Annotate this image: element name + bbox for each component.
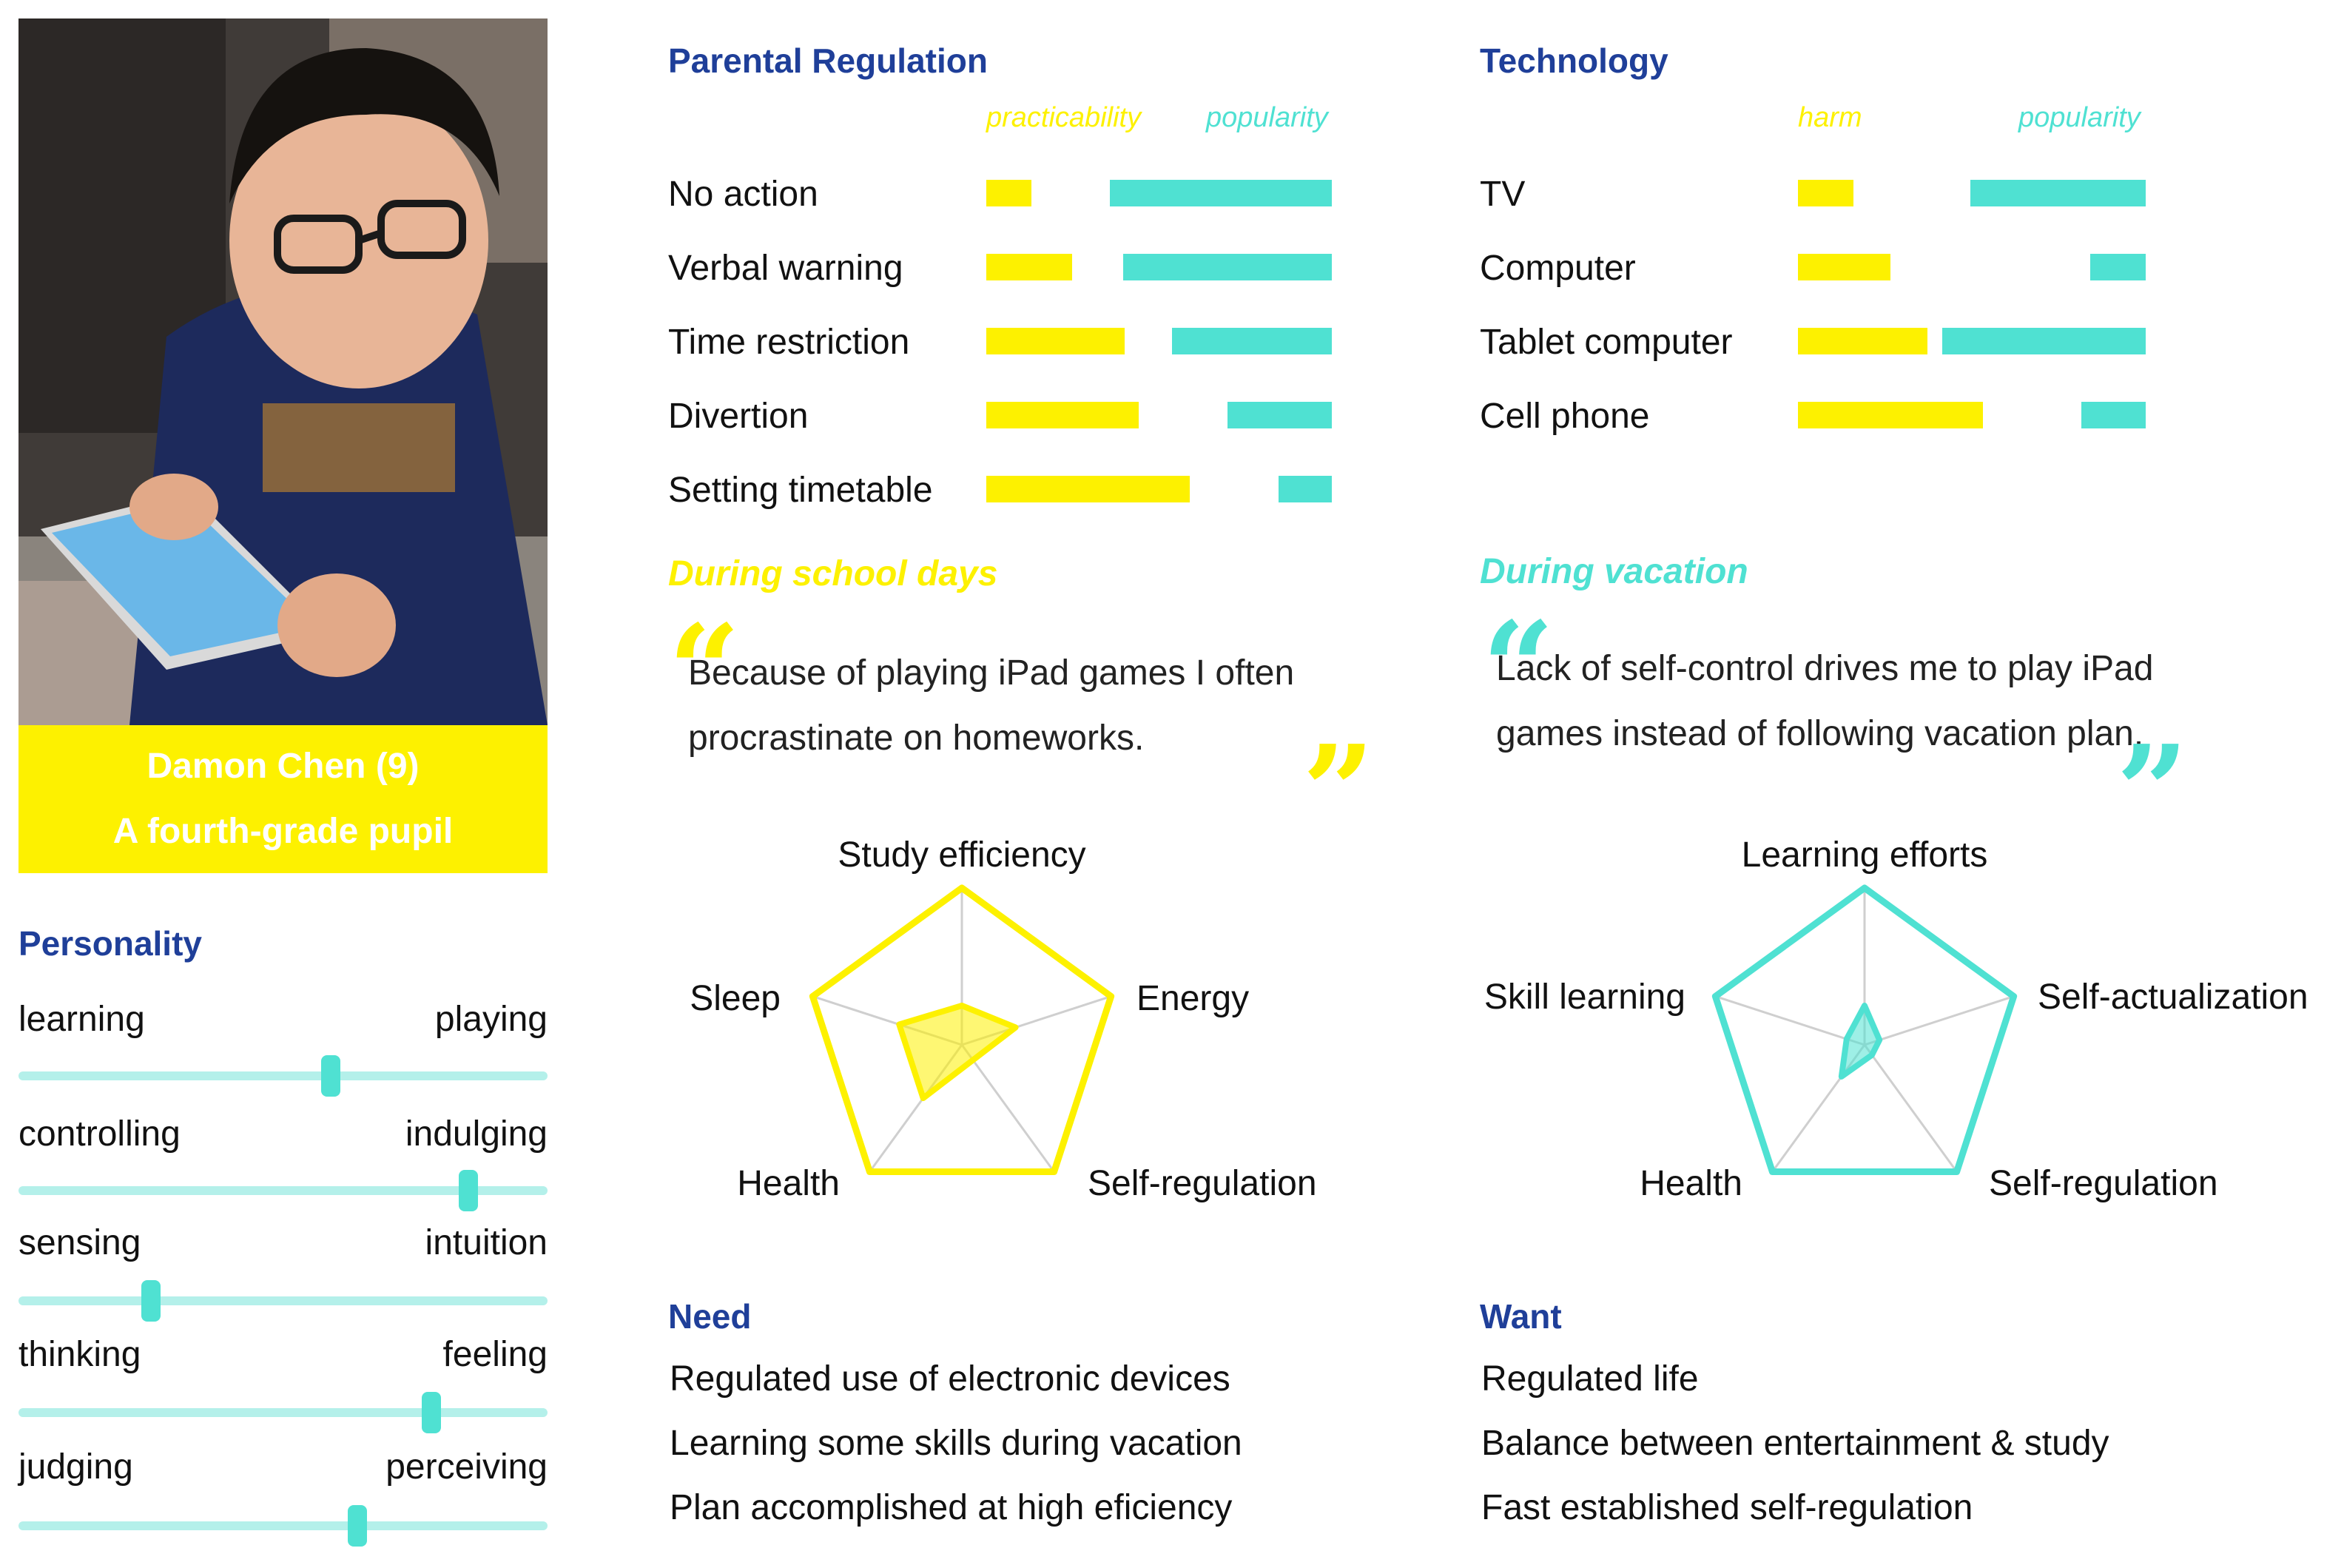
technology-row-label: Tablet computer xyxy=(1480,323,1733,362)
close-quote-icon: ” xyxy=(2116,718,2189,866)
vacation-radar-axis-label: Self-regulation xyxy=(1989,1164,2218,1203)
parental-bar-b xyxy=(1123,254,1332,280)
slider-left-label: judging xyxy=(18,1447,133,1487)
technology-bar-b xyxy=(2090,254,2146,280)
parental-bar-b xyxy=(1110,180,1332,206)
parental-title: Parental Regulation xyxy=(668,41,988,80)
vacation-radar-frame xyxy=(1711,884,2018,1176)
slider-right-label: perceiving xyxy=(385,1447,548,1487)
school-radar-value-area xyxy=(896,1003,1019,1102)
vacation-radar-axis-label: Health xyxy=(1640,1164,1742,1203)
technology-bar-b xyxy=(1970,180,2146,206)
technology-bar-a xyxy=(1798,328,1927,354)
slider-left-label: controlling xyxy=(18,1114,181,1154)
want-item: Balance between entertainment & study xyxy=(1481,1424,2109,1463)
parental-bar-a xyxy=(986,476,1190,502)
technology-bar-a xyxy=(1798,180,1853,206)
want-item: Fast established self-regulation xyxy=(1481,1488,1973,1527)
parental-col1-header: practicability xyxy=(986,102,1142,133)
slider-right-label: feeling xyxy=(442,1335,548,1374)
slider-track[interactable] xyxy=(18,1186,548,1195)
slider-track[interactable] xyxy=(18,1408,548,1417)
open-quote-icon: “ xyxy=(1482,594,1555,742)
school-radar-frame xyxy=(809,884,1115,1176)
slider-right-label: playing xyxy=(434,1000,548,1039)
slider-left-label: sensing xyxy=(18,1223,141,1262)
parental-bar-b xyxy=(1227,402,1332,428)
photo-illustration xyxy=(18,18,548,725)
slider-thumb[interactable] xyxy=(347,1505,367,1547)
parental-bar-a xyxy=(986,328,1125,354)
profile-name: Damon Chen (9) xyxy=(146,747,420,786)
vacation-radar-axis-label: Self-actualization xyxy=(2038,978,2308,1017)
parental-col2-header: popularity xyxy=(1206,102,1328,133)
school-radar-axis-label: Study efficiency xyxy=(838,835,1086,875)
technology-bar-a xyxy=(1798,402,1983,428)
technology-row-label: TV xyxy=(1480,175,1526,214)
technology-row-label: Computer xyxy=(1480,249,1636,288)
technology-col1-header: harm xyxy=(1798,102,1862,133)
vacation-radar-spoke xyxy=(1864,995,2015,1046)
vacation-radar-spoke xyxy=(1863,1044,1958,1173)
school-radar-axis-label: Health xyxy=(737,1164,840,1203)
need-title: Need xyxy=(668,1297,752,1336)
profile-caption: Damon Chen (9) A fourth-grade pupil xyxy=(18,725,548,873)
parental-bar-b xyxy=(1279,476,1332,502)
parental-row-label: Time restriction xyxy=(668,323,910,362)
slider-thumb[interactable] xyxy=(458,1170,478,1211)
need-item: Plan accomplished at high eficiency xyxy=(670,1488,1233,1527)
vacation-title: During vacation xyxy=(1480,552,1748,591)
technology-title: Technology xyxy=(1480,41,1668,80)
parental-row-label: Divertion xyxy=(668,397,809,436)
parental-row-label: No action xyxy=(668,175,818,214)
parental-bar-a xyxy=(986,180,1031,206)
slider-thumb[interactable] xyxy=(320,1055,340,1097)
vacation-radar-axis-label: Skill learning xyxy=(1483,978,1685,1017)
slider-thumb[interactable] xyxy=(141,1280,161,1322)
technology-col2-header: popularity xyxy=(2018,102,2141,133)
close-quote-icon: ” xyxy=(1302,718,1375,866)
need-item: Regulated use of electronic devices xyxy=(670,1359,1230,1399)
personality-title: Personality xyxy=(18,924,202,963)
school-radar-axis-label: Sleep xyxy=(690,979,781,1018)
parental-bar-a xyxy=(986,402,1139,428)
slider-right-label: indulging xyxy=(405,1114,548,1154)
vacation-quote-line2: games instead of following vacation plan… xyxy=(1496,714,2144,753)
want-item: Regulated life xyxy=(1481,1359,1699,1399)
vacation-radar-value-area xyxy=(1838,1003,1883,1080)
school-title: During school days xyxy=(668,554,998,593)
want-title: Want xyxy=(1480,1297,1562,1336)
parental-bar-a xyxy=(986,254,1072,280)
slider-left-label: learning xyxy=(18,1000,145,1039)
slider-track[interactable] xyxy=(18,1071,548,1080)
school-radar-axis-label: Self-regulation xyxy=(1088,1164,1317,1203)
slider-track[interactable] xyxy=(18,1521,548,1530)
slider-right-label: intuition xyxy=(425,1223,548,1262)
technology-bar-b xyxy=(2081,402,2146,428)
technology-bar-b xyxy=(1942,328,2146,354)
profile-photo xyxy=(18,18,548,725)
technology-bar-a xyxy=(1798,254,1890,280)
vacation-radar-spoke xyxy=(1714,995,1865,1046)
vacation-quote: Lack of self-control drives me to play i… xyxy=(1496,636,2153,767)
school-quote-line2: procrastinate on homeworks. xyxy=(688,719,1145,758)
school-radar-axis-label: Energy xyxy=(1136,979,1250,1018)
need-item: Learning some skills during vacation xyxy=(670,1424,1242,1463)
school-quote-line1: Because of playing iPad games I often xyxy=(688,653,1295,693)
parental-row-label: Verbal warning xyxy=(668,249,903,288)
slider-left-label: thinking xyxy=(18,1335,141,1374)
technology-row-label: Cell phone xyxy=(1480,397,1650,436)
parental-row-label: Setting timetable xyxy=(668,471,933,510)
parental-bar-b xyxy=(1172,328,1332,354)
school-radar-spoke xyxy=(960,1044,1055,1173)
slider-thumb[interactable] xyxy=(421,1392,441,1433)
vacation-quote-line1: Lack of self-control drives me to play i… xyxy=(1496,649,2154,688)
profile-role: A fourth-grade pupil xyxy=(112,812,454,851)
school-quote: Because of playing iPad games I often pr… xyxy=(688,641,1294,771)
open-quote-icon: “ xyxy=(668,597,741,745)
vacation-radar-axis-label: Learning efforts xyxy=(1741,835,1988,875)
